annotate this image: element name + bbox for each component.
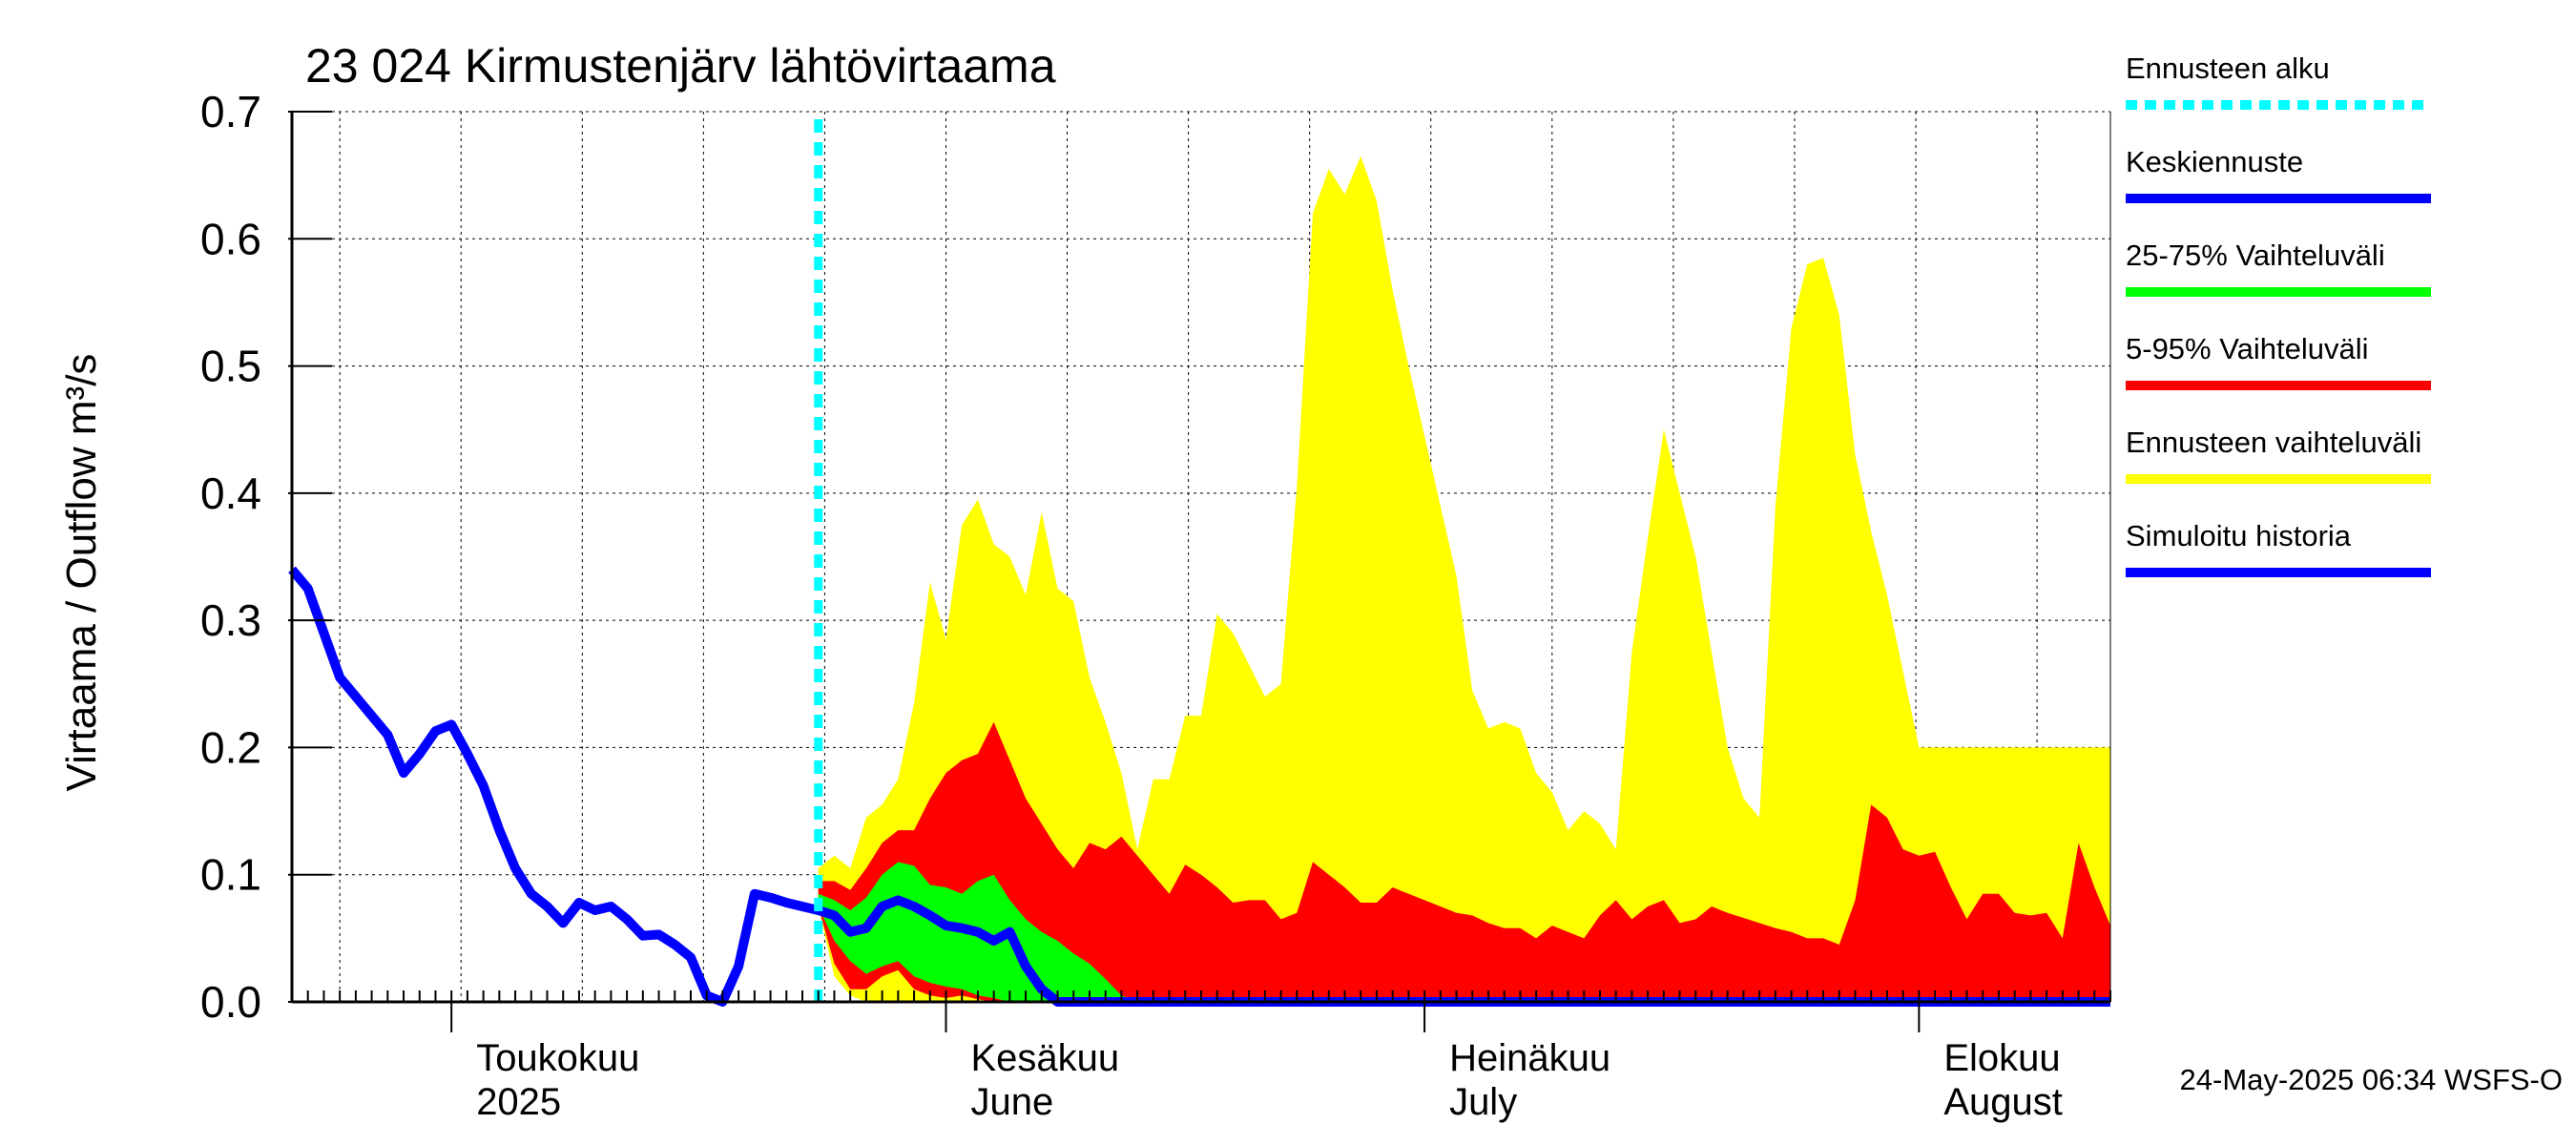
timestamp-footer: 24-May-2025 06:34 WSFS-O (2180, 1063, 2563, 1096)
month-sublabel: June (970, 1081, 1053, 1123)
legend-label: Ennusteen alku (2126, 52, 2330, 85)
month-label: Toukokuu (476, 1037, 639, 1079)
month-sublabel: 2025 (476, 1081, 561, 1123)
y-tick-label: 0.2 (200, 722, 261, 772)
legend: Ennusteen alku Keskiennuste 25-75% Vaihtel… (2126, 52, 2431, 577)
forecast-bands (818, 156, 2111, 1003)
legend-label: 25-75% Vaihteluväli (2126, 239, 2385, 272)
y-tick-label: 0.0 (200, 977, 261, 1027)
legend-label: 5-95% Vaihteluväli (2126, 332, 2368, 365)
y-tick-label: 0.6 (200, 214, 261, 263)
y-tick-label: 0.4 (200, 468, 261, 518)
band-forecast-range (818, 156, 2111, 1003)
legend-label: Keskiennuste (2126, 145, 2303, 178)
chart-title: 23 024 Kirmustenjärv lähtövirtaama (305, 39, 1056, 93)
y-tick-label: 0.1 (200, 850, 261, 900)
legend-label: Ennusteen vaihteluväli (2126, 426, 2421, 459)
y-axis-label: Virtaama / Outflow m³/s (58, 354, 105, 792)
month-label: Elokuu (1943, 1037, 2060, 1079)
history-line (288, 566, 820, 1007)
month-sublabel: August (1943, 1081, 2063, 1123)
month-sublabel: July (1449, 1081, 1517, 1123)
y-tick-label: 0.5 (200, 342, 261, 391)
month-label: Heinäkuu (1449, 1037, 1610, 1079)
month-label: Kesäkuu (970, 1037, 1119, 1079)
y-tick-label: 0.7 (200, 87, 261, 136)
band-5-95 (818, 721, 2111, 1002)
y-tick-label: 0.3 (200, 595, 261, 645)
legend-label: Simuloitu historia (2126, 519, 2352, 552)
